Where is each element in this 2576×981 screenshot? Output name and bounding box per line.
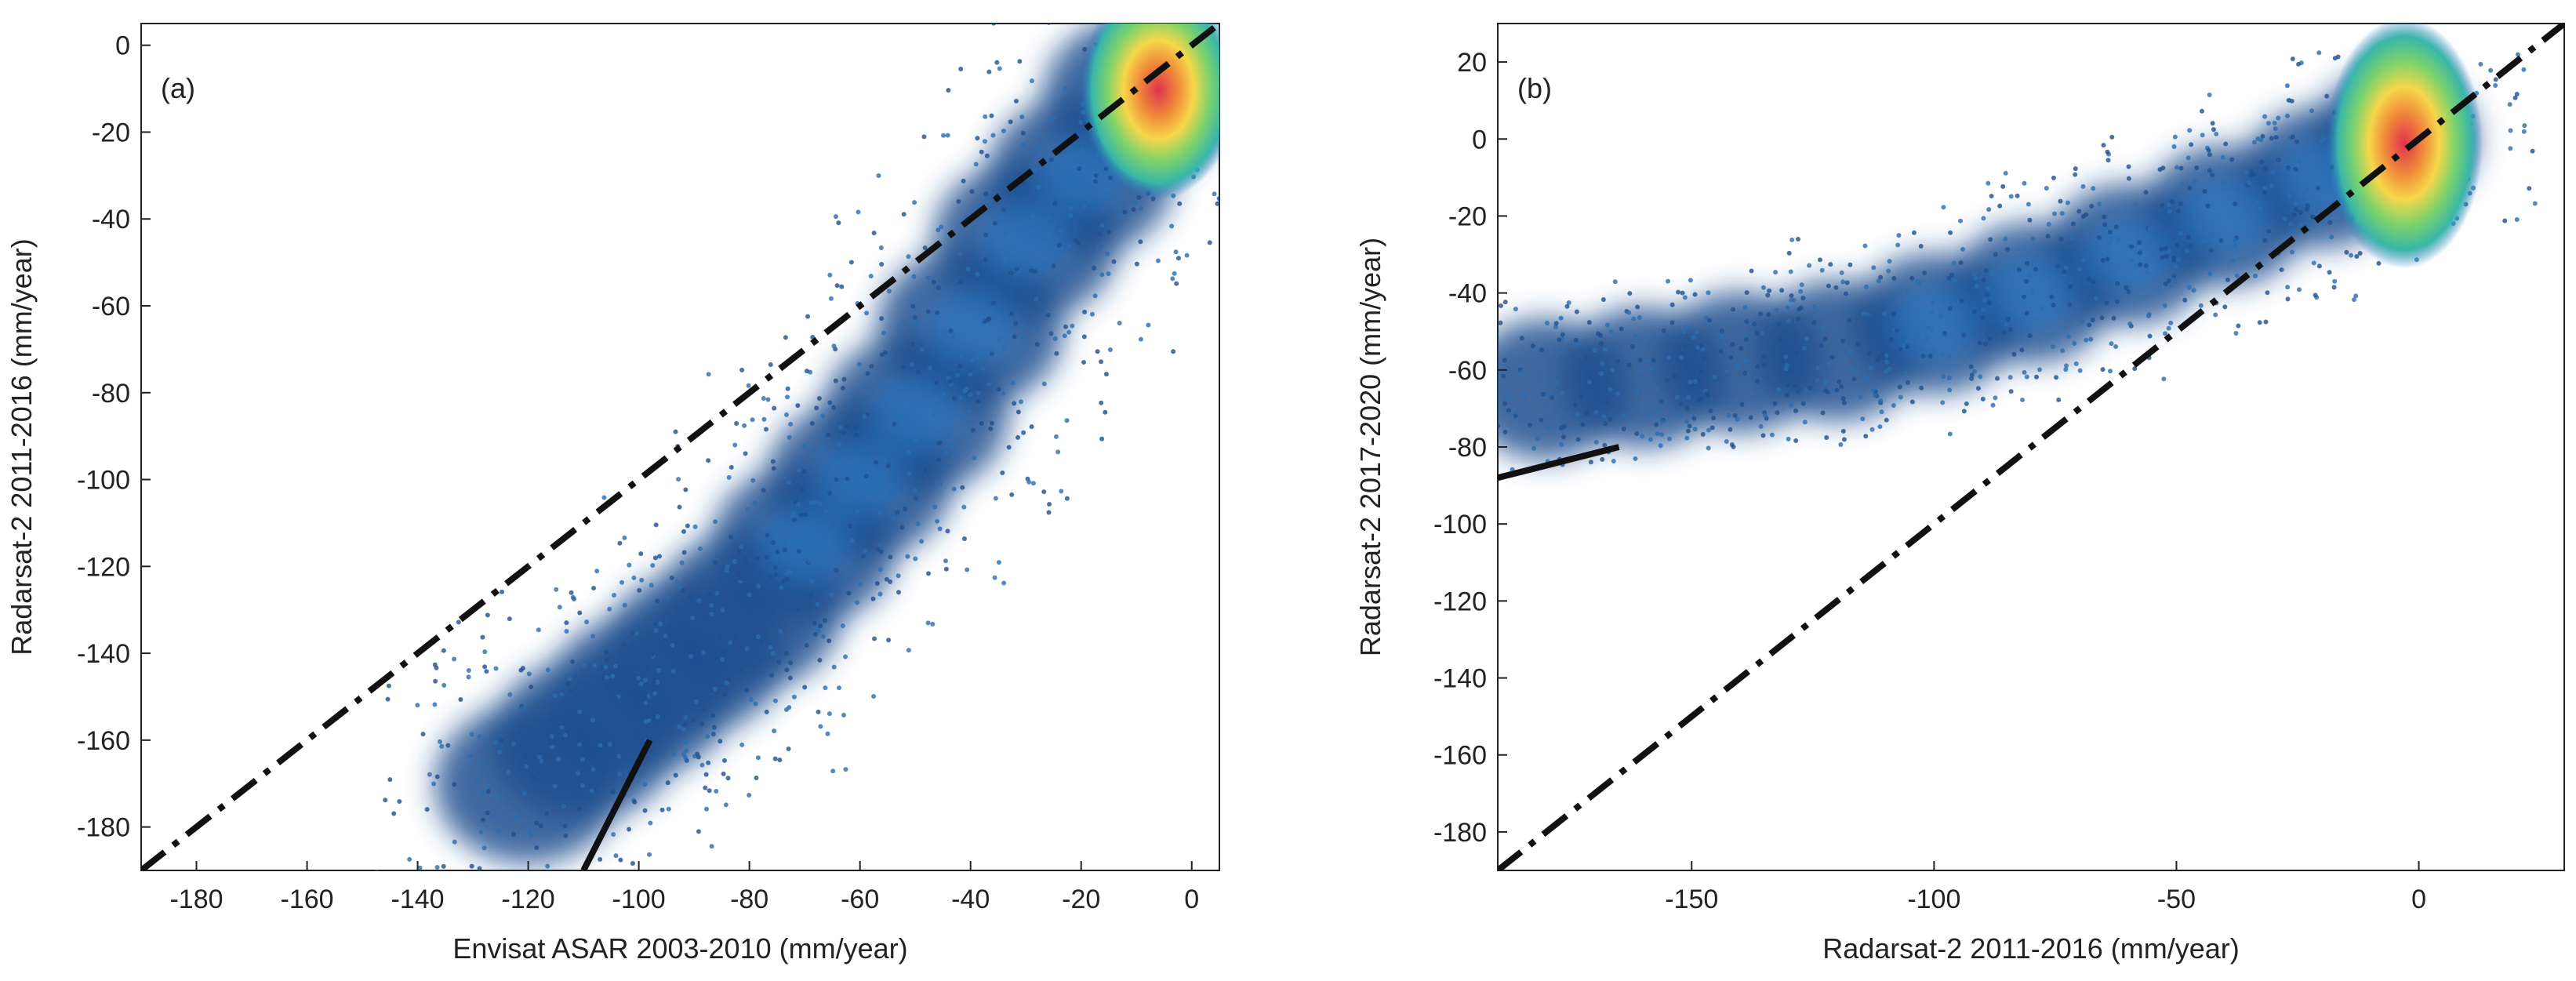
x-tick-label-p1-3: 0 — [2411, 885, 2426, 914]
cloud-core-p0-6 — [816, 444, 903, 515]
y-tick-label-p1-5: -80 — [1448, 433, 1487, 463]
y-tick-label-p0-8: -20 — [92, 118, 130, 147]
y-tick-label-p1-1: -160 — [1433, 741, 1487, 771]
y-tick-label-p1-6: -60 — [1448, 356, 1487, 386]
y-axis-label-p1: Radarsat-2 2017-2020 (mm/year) — [1354, 238, 1386, 656]
y-tick-label-p0-1: -160 — [77, 726, 130, 756]
y-tick-label-p0-3: -120 — [77, 552, 130, 582]
x-tick-label-p0-6: -60 — [841, 885, 879, 914]
y-tick-label-p1-4: -100 — [1433, 510, 1487, 540]
y-tick-label-p1-10: 20 — [1457, 48, 1487, 78]
x-tick-label-p0-5: -80 — [730, 885, 768, 914]
x-tick-label-p0-4: -100 — [612, 885, 666, 914]
x-axis-label-p1: Radarsat-2 2011-2016 (mm/year) — [1822, 932, 2240, 965]
y-tick-label-p0-9: 0 — [115, 31, 130, 61]
x-tick-label-p0-7: -40 — [951, 885, 990, 914]
cloud-core-p0-8 — [927, 292, 1014, 363]
y-tick-label-p0-6: -60 — [92, 292, 130, 322]
y-tick-label-p1-3: -120 — [1433, 587, 1487, 616]
x-tick-label-p0-9: 0 — [1184, 885, 1199, 914]
cloud-core-p1-6 — [2084, 219, 2171, 290]
x-tick-label-p0-1: -160 — [281, 885, 334, 914]
x-axis-label-p0: Envisat ASAR 2003-2010 (mm/year) — [452, 932, 907, 965]
panel-label-p0: (a) — [161, 72, 195, 104]
scatter-plot-a: -180 -160 -140 -120 -100 -80 -60 -40 -20 0 -180 -16… — [5, 23, 1220, 965]
x-tick-label-p1-0: -150 — [1665, 885, 1718, 914]
y-tick-label-p1-7: -40 — [1448, 279, 1487, 309]
y-tick-label-p0-5: -80 — [92, 379, 130, 409]
x-tick-label-p0-2: -140 — [391, 885, 445, 914]
x-tick-label-p0-8: -20 — [1062, 885, 1100, 914]
x-tick-label-p1-1: -100 — [1907, 885, 1960, 914]
reference-line-p1-0 — [1498, 24, 2564, 870]
y-tick-label-p1-2: -140 — [1433, 664, 1487, 694]
y-tick-label-p1-9: 0 — [1472, 125, 1487, 154]
scatter-plot-b: -150 -100 -50 0 -180 -160 -140 -120 -100 -80 -60 -4… — [1354, 23, 2565, 965]
density-cloud-p0 — [141, 24, 1219, 870]
x-tick-label-p0-0: -180 — [169, 885, 223, 914]
chart-panel-b: -150 -100 -50 0 -180 -160 -140 -120 -100 -80 -60 -4… — [1349, 0, 2576, 981]
hotspot-p0 — [1080, 24, 1219, 200]
cloud-core-p0-5 — [761, 509, 848, 580]
y-tick-label-p0-2: -140 — [77, 639, 130, 669]
chart-panel-a: -180 -160 -140 -120 -100 -80 -60 -40 -20 0 -180 -16… — [0, 0, 1223, 981]
hotspot-p1 — [2326, 24, 2483, 269]
cloud-core-p0-7 — [872, 379, 959, 450]
y-tick-label-p0-7: -40 — [92, 205, 130, 234]
y-tick-label-p1-8: -20 — [1448, 202, 1487, 231]
reference-line-p1-1 — [1498, 444, 1620, 481]
x-tick-label-p1-2: -50 — [2157, 885, 2196, 914]
cloud-core-p1-7 — [2182, 180, 2269, 252]
y-tick-label-p1-0: -180 — [1433, 818, 1487, 848]
density-cloud-p1 — [1498, 24, 2564, 870]
panel-label-p1: (b) — [1517, 72, 1552, 104]
y-axis-label-p0: Radarsat-2 2011-2016 (mm/year) — [5, 238, 38, 656]
reference-line-p0-1 — [580, 739, 653, 870]
y-tick-label-p0-0: -180 — [77, 813, 130, 843]
x-tick-label-p0-3: -120 — [502, 885, 555, 914]
y-tick-label-p0-4: -100 — [77, 466, 130, 496]
